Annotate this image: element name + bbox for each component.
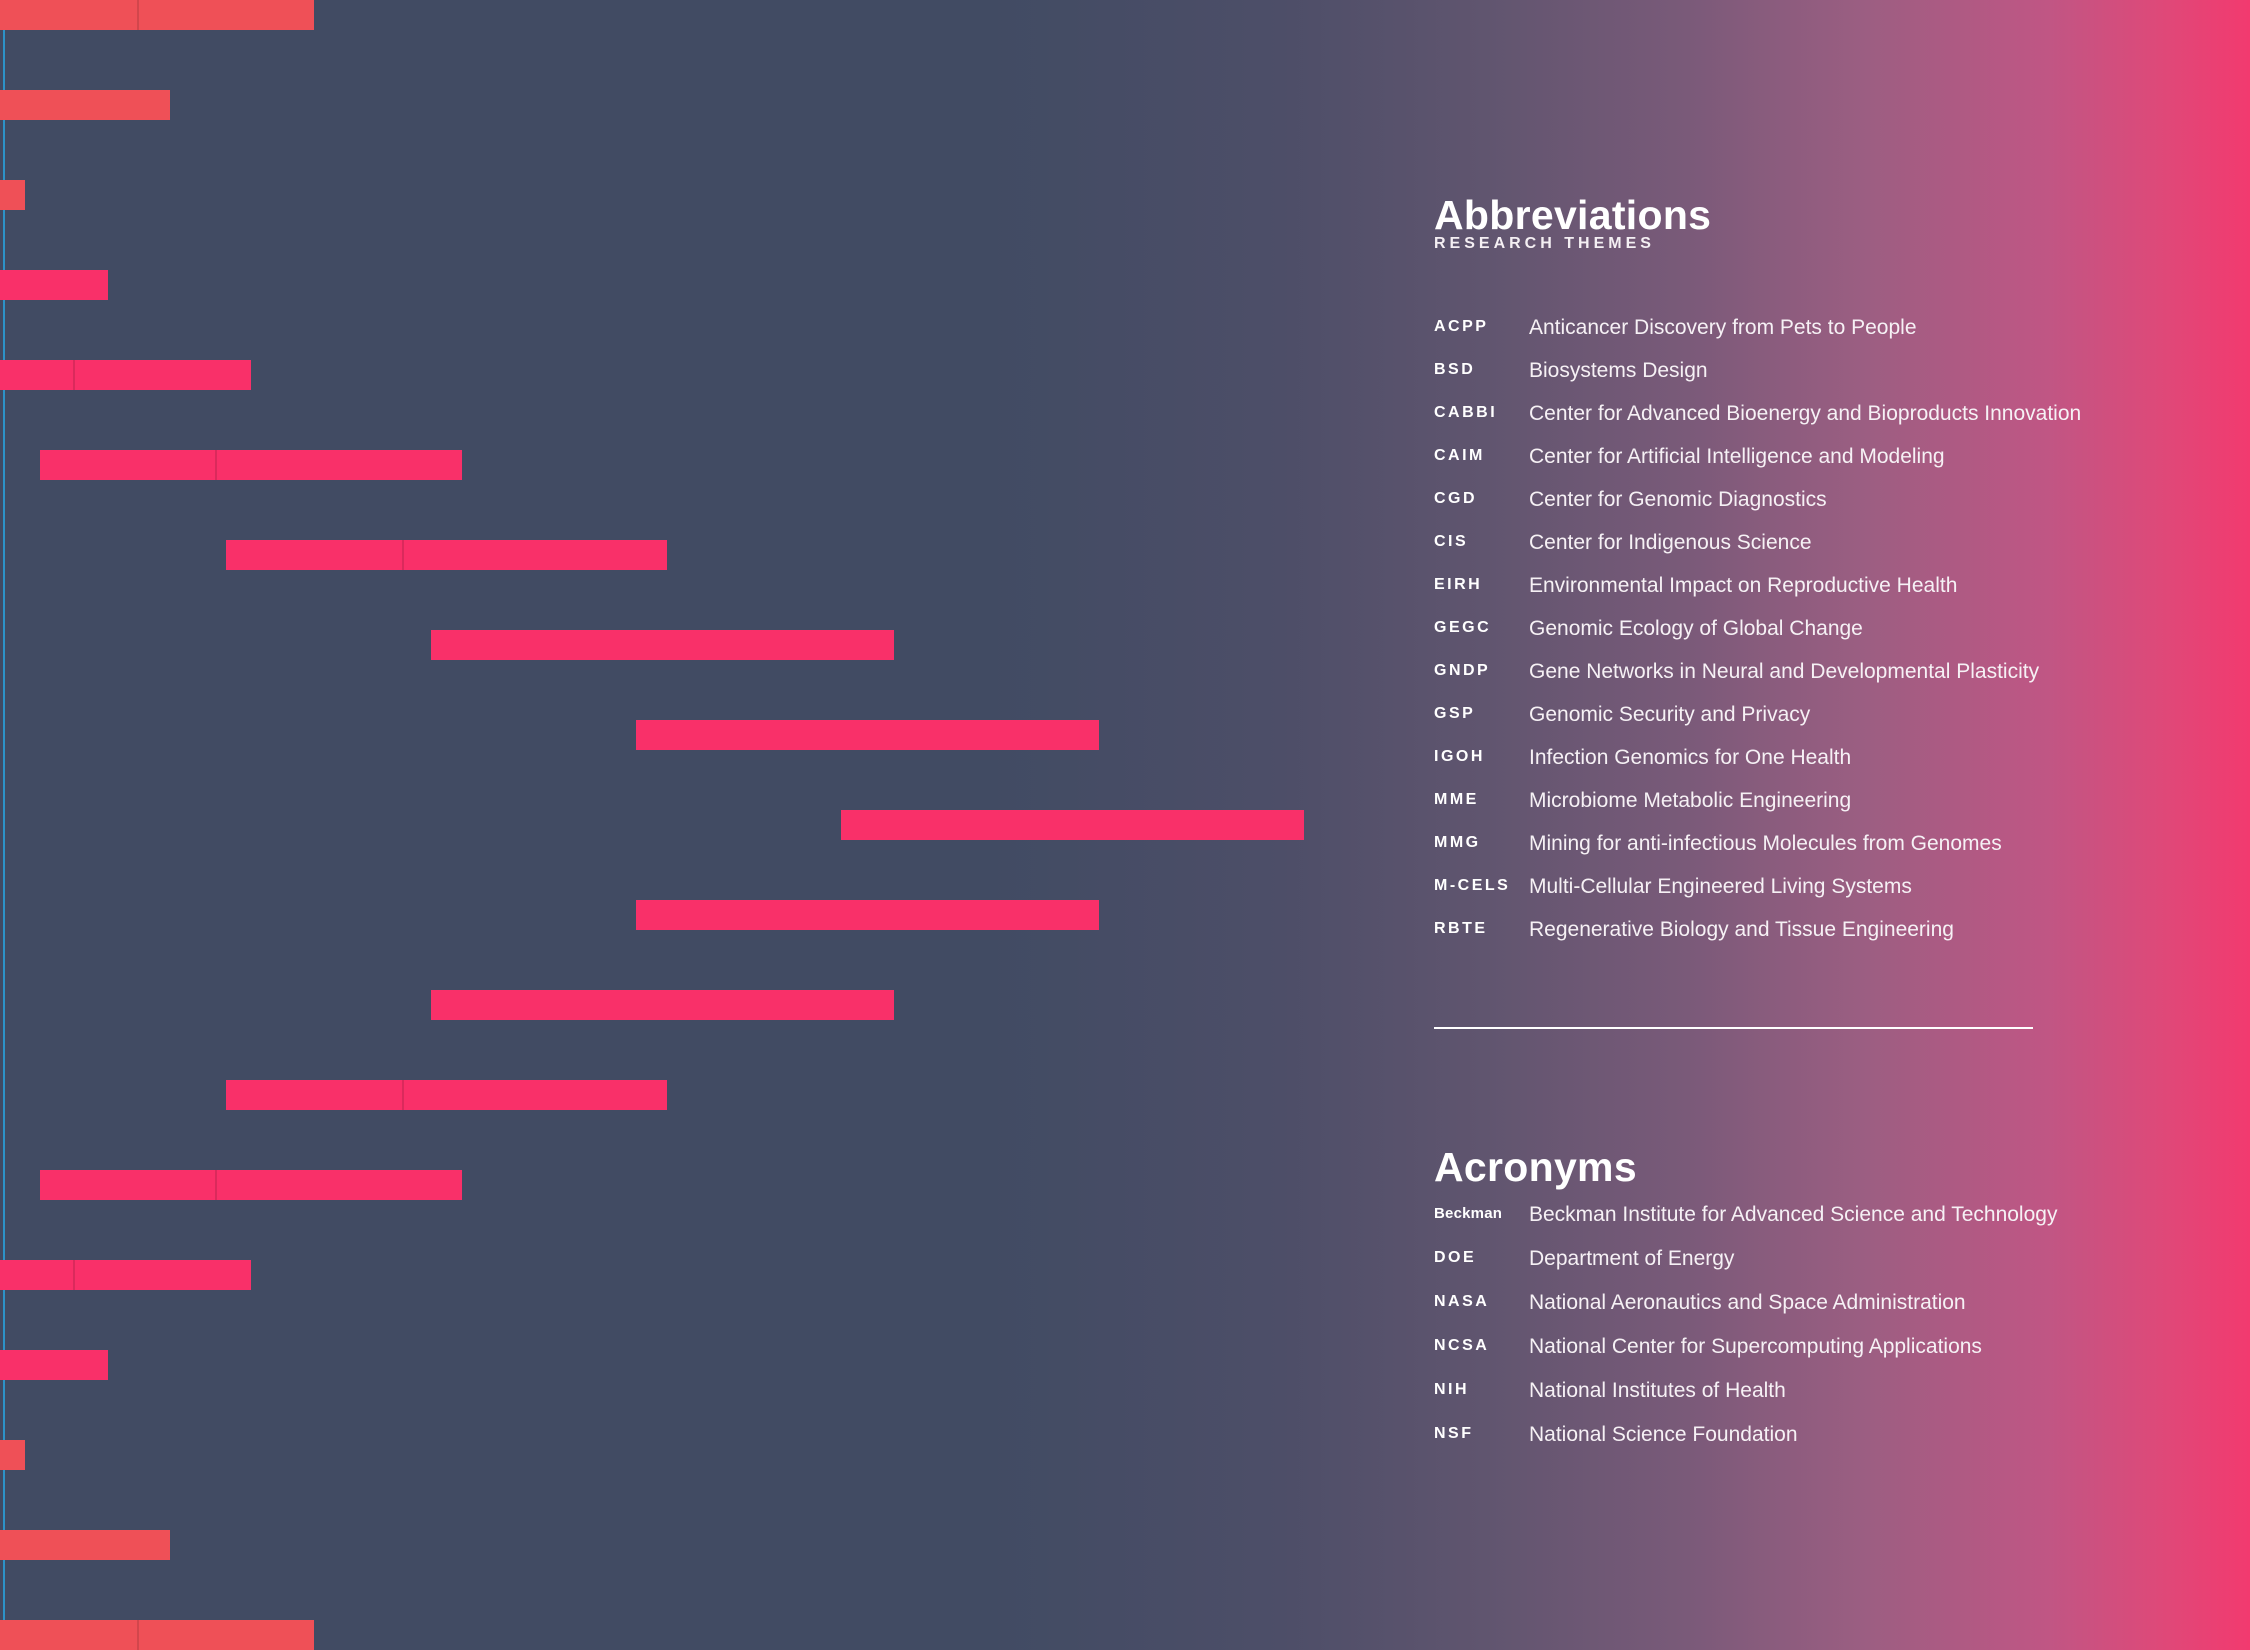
definition-text: Regenerative Biology and Tissue Engineer…	[1529, 918, 1954, 941]
definition-text: Mining for anti-infectious Molecules fro…	[1529, 832, 2002, 855]
definition-text: Microbiome Metabolic Engineering	[1529, 789, 1852, 812]
definition-text: Biosystems Design	[1529, 359, 1708, 382]
gantt-bar	[0, 1620, 314, 1650]
gantt-bar	[0, 0, 314, 30]
gantt-bar-seam	[73, 1260, 75, 1290]
research-themes-subtitle: RESEARCH THEMES	[1434, 235, 1655, 252]
abbreviation-label: CABBI	[1434, 404, 1498, 421]
definition-row: Beckman Beckman Institute for Advanced S…	[1434, 1203, 2057, 1247]
gantt-bar	[0, 180, 25, 210]
definition-row: CABBI Center for Advanced Bioenergy and …	[1434, 402, 2081, 445]
gantt-bar	[0, 1440, 25, 1470]
gantt-bar	[0, 1530, 170, 1560]
abbreviation-label: NSF	[1434, 1425, 1474, 1442]
glossary-panel: Abbreviations RESEARCH THEMES ACPP Antic…	[1434, 0, 2234, 1650]
abbreviation-label: Beckman	[1434, 1205, 1503, 1222]
definition-row: GEGC Genomic Ecology of Global Change	[1434, 617, 2081, 660]
gantt-bar	[226, 540, 667, 570]
definition-text: Genomic Ecology of Global Change	[1529, 617, 1863, 640]
definition-text: Gene Networks in Neural and Developmenta…	[1529, 660, 2040, 683]
gantt-bar	[226, 1080, 667, 1110]
abbreviation-label: MMG	[1434, 834, 1481, 851]
gantt-bar-seam	[73, 360, 75, 390]
abbreviation-label: DOE	[1434, 1249, 1477, 1266]
gantt-bar	[636, 720, 1099, 750]
abbreviation-label: EIRH	[1434, 576, 1483, 593]
abbreviation-label: IGOH	[1434, 748, 1485, 765]
definition-row: CAIM Center for Artificial Intelligence …	[1434, 445, 2081, 488]
research-themes-list: ACPP Anticancer Discovery from Pets to P…	[1434, 316, 2081, 961]
abbreviation-label: GEGC	[1434, 619, 1492, 636]
abbreviations-title: Abbreviations	[1434, 192, 1712, 239]
definition-row: GSP Genomic Security and Privacy	[1434, 703, 2081, 746]
abbreviation-label: M-CELS	[1434, 877, 1511, 894]
gantt-bar	[0, 360, 251, 390]
definition-text: Center for Genomic Diagnostics	[1529, 488, 1827, 511]
gantt-bar	[0, 90, 170, 120]
definition-row: NIH National Institutes of Health	[1434, 1379, 2057, 1423]
timeline-axis-line	[3, 0, 5, 1650]
definition-text: Infection Genomics for One Health	[1529, 746, 1852, 769]
acronyms-list: Beckman Beckman Institute for Advanced S…	[1434, 1203, 2057, 1467]
gantt-bar	[0, 270, 108, 300]
gantt-bar	[0, 1350, 108, 1380]
definition-row: M-CELS Multi-Cellular Engineered Living …	[1434, 875, 2081, 918]
abbreviation-label: BSD	[1434, 361, 1476, 378]
definition-text: National Aeronautics and Space Administr…	[1529, 1291, 1966, 1314]
definition-row: CGD Center for Genomic Diagnostics	[1434, 488, 2081, 531]
gantt-bar	[841, 810, 1304, 840]
gantt-bar	[431, 990, 894, 1020]
definition-text: Anticancer Discovery from Pets to People	[1529, 316, 1917, 339]
definition-text: Environmental Impact on Reproductive Hea…	[1529, 574, 1958, 597]
section-divider	[1434, 1027, 2033, 1029]
definition-row: MMG Mining for anti-infectious Molecules…	[1434, 832, 2081, 875]
abbreviation-label: CGD	[1434, 490, 1478, 507]
definition-text: National Institutes of Health	[1529, 1379, 1786, 1402]
gantt-bar-seam	[137, 1620, 139, 1650]
definition-text: Center for Advanced Bioenergy and Biopro…	[1529, 402, 2082, 425]
gantt-bar-seam	[215, 450, 217, 480]
gantt-bar	[0, 1260, 251, 1290]
abbreviation-label: RBTE	[1434, 920, 1488, 937]
gantt-bar	[431, 630, 894, 660]
definition-row: MME Microbiome Metabolic Engineering	[1434, 789, 2081, 832]
abbreviation-label: CAIM	[1434, 447, 1485, 464]
gantt-bar-seam	[215, 1170, 217, 1200]
abbreviation-label: NCSA	[1434, 1337, 1490, 1354]
abbreviation-label: ACPP	[1434, 318, 1489, 335]
gantt-bar-seam	[137, 0, 139, 30]
gantt-bar	[636, 900, 1099, 930]
gantt-bar-seam	[402, 1080, 404, 1110]
abbreviation-label: CIS	[1434, 533, 1469, 550]
definition-row: RBTE Regenerative Biology and Tissue Eng…	[1434, 918, 2081, 961]
gantt-bar	[40, 1170, 462, 1200]
gantt-bar-seam	[402, 540, 404, 570]
abbreviation-label: NIH	[1434, 1381, 1470, 1398]
definition-text: Center for Artificial Intelligence and M…	[1529, 445, 1945, 468]
definition-text: Multi-Cellular Engineered Living Systems	[1529, 875, 1912, 898]
definition-text: Center for Indigenous Science	[1529, 531, 1812, 554]
definition-row: NSF National Science Foundation	[1434, 1423, 2057, 1467]
abbreviation-label: GSP	[1434, 705, 1476, 722]
definition-text: Genomic Security and Privacy	[1529, 703, 1811, 726]
definition-text: Department of Energy	[1529, 1247, 1735, 1270]
definition-text: National Science Foundation	[1529, 1423, 1798, 1446]
definition-row: NCSA National Center for Supercomputing …	[1434, 1335, 2057, 1379]
definition-text: National Center for Supercomputing Appli…	[1529, 1335, 1982, 1358]
definition-row: BSD Biosystems Design	[1434, 359, 2081, 402]
definition-row: DOE Department of Energy	[1434, 1247, 2057, 1291]
definition-row: IGOH Infection Genomics for One Health	[1434, 746, 2081, 789]
definition-row: NASA National Aeronautics and Space Admi…	[1434, 1291, 2057, 1335]
definition-row: CIS Center for Indigenous Science	[1434, 531, 2081, 574]
abbreviation-label: MME	[1434, 791, 1479, 808]
definition-row: GNDP Gene Networks in Neural and Develop…	[1434, 660, 2081, 703]
acronyms-title: Acronyms	[1434, 1144, 1637, 1191]
abbreviation-label: GNDP	[1434, 662, 1491, 679]
abbreviation-label: NASA	[1434, 1293, 1490, 1310]
definition-row: EIRH Environmental Impact on Reproductiv…	[1434, 574, 2081, 617]
definition-row: ACPP Anticancer Discovery from Pets to P…	[1434, 316, 2081, 359]
definition-text: Beckman Institute for Advanced Science a…	[1529, 1203, 2058, 1226]
gantt-bar	[40, 450, 462, 480]
